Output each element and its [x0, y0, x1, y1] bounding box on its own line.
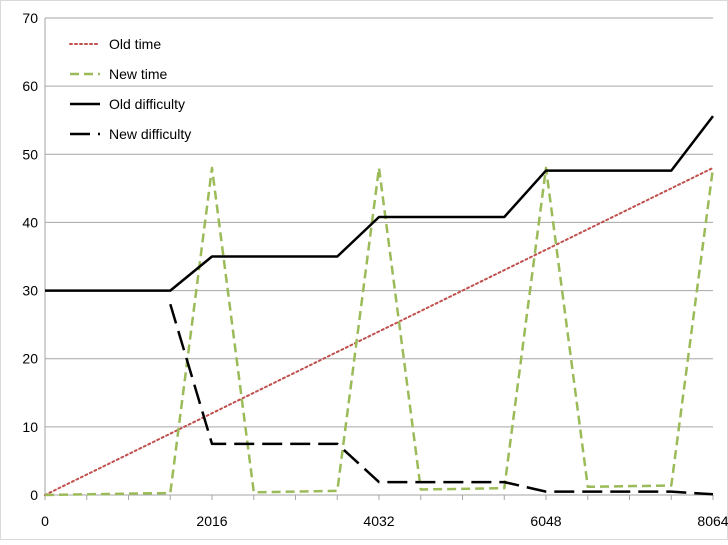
legend-label-new-difficulty: New difficulty [109, 126, 191, 142]
x-tick-label-8064: 8064 [697, 513, 728, 529]
y-tick-label-70: 70 [22, 10, 38, 26]
series-line-new-time [44, 166, 715, 497]
series-line-new-difficulty [169, 303, 714, 496]
series-lines [44, 115, 715, 497]
legend: Old time New time Old difficulty New diffic… [69, 36, 191, 142]
y-tick-label-0: 0 [30, 487, 38, 503]
series-line-old-difficulty [45, 115, 714, 292]
x-tick-label-6048: 6048 [530, 513, 561, 529]
axes: 0 10 20 30 40 50 60 70 0 2016 4032 6048 8064 [22, 10, 728, 529]
y-tick-label-50: 50 [22, 146, 38, 162]
y-tick-label-10: 10 [22, 419, 38, 435]
x-tick-label-0: 0 [41, 513, 49, 529]
x-tick-label-2016: 2016 [196, 513, 227, 529]
y-tick-label-30: 30 [22, 283, 38, 299]
series-line-old-time [44, 166, 714, 496]
y-tick-label-20: 20 [22, 351, 38, 367]
legend-label-new-time: New time [109, 66, 168, 82]
legend-label-old-time: Old time [109, 36, 161, 52]
x-tick-label-4032: 4032 [363, 513, 394, 529]
y-tick-label-40: 40 [22, 214, 38, 230]
y-tick-label-60: 60 [22, 78, 38, 94]
legend-label-old-difficulty: Old difficulty [109, 96, 185, 112]
